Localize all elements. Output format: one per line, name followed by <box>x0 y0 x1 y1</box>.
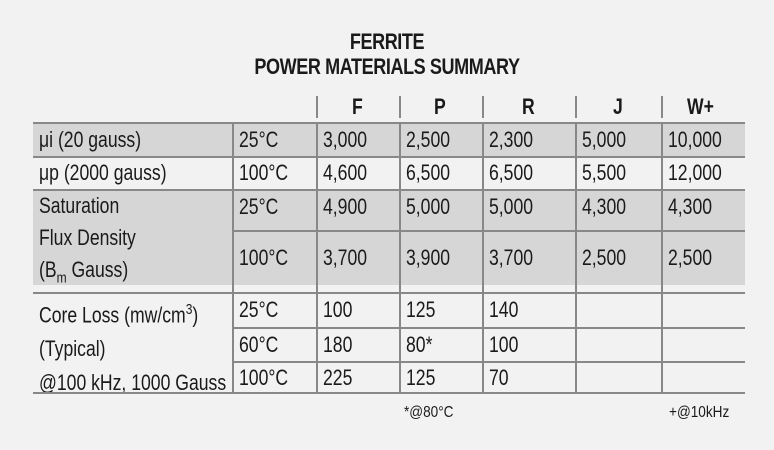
row-sat-r1-temp: 25°C <box>239 193 279 219</box>
header-tick <box>316 96 318 118</box>
grid-v <box>399 123 401 393</box>
row-loss-r1-r: 140 <box>489 296 519 322</box>
grid-h <box>33 392 745 394</box>
grid-h <box>33 122 745 124</box>
grid-v <box>575 123 577 393</box>
footnote-w: +@10kHz <box>669 404 730 421</box>
col-header-w: W+ <box>686 93 714 119</box>
row-loss-r1-p: 125 <box>406 296 436 322</box>
row-loss-r2-temp: 60°C <box>239 331 279 357</box>
title-line-1: FERRITE <box>349 29 425 54</box>
col-header-j: J <box>612 93 623 119</box>
header-tick <box>575 96 577 118</box>
footnote-p: *@80°C <box>404 404 454 421</box>
row-up-label: μp (2000 gauss) <box>39 160 167 186</box>
grid-h <box>233 327 745 329</box>
row-sat-r1-f: 4,900 <box>323 193 368 219</box>
row-ui-w: 10,000 <box>668 126 722 152</box>
row-sat-r2-j: 2,500 <box>582 245 627 271</box>
grid-h <box>233 361 745 363</box>
grid-h <box>233 230 745 232</box>
col-header-r: R <box>521 93 535 119</box>
grid-h <box>33 292 745 294</box>
row-ui-j: 5,000 <box>582 126 627 152</box>
grid-v <box>661 123 663 393</box>
row-up-p: 6,500 <box>406 160 451 186</box>
grid-v <box>482 123 484 393</box>
row-sat-r2-f: 3,700 <box>323 245 368 271</box>
row-ui-label: μi (20 gauss) <box>39 126 142 152</box>
row-sat-shade <box>33 190 745 285</box>
row-sat-r1-p: 5,000 <box>406 193 451 219</box>
row-sat-r2-r: 3,700 <box>489 245 534 271</box>
row-up-f: 4,600 <box>323 160 368 186</box>
row-up-temp: 100°C <box>239 160 289 186</box>
row-loss-r3-f: 225 <box>323 364 353 390</box>
header-tick <box>399 96 401 118</box>
row-loss-r2-p: 80* <box>406 331 433 357</box>
row-ui-r: 2,300 <box>489 126 534 152</box>
row-loss-r3-temp: 100°C <box>239 364 289 390</box>
row-up-r: 6,500 <box>489 160 534 186</box>
grid-h <box>33 189 745 191</box>
row-sat-r2-temp: 100°C <box>239 245 289 271</box>
row-loss-r1-f: 100 <box>323 296 353 322</box>
row-loss-r2-r: 100 <box>489 331 519 357</box>
row-ui-p: 2,500 <box>406 126 451 152</box>
row-sat-r1-w: 4,300 <box>668 193 713 219</box>
header-tick <box>482 96 484 118</box>
grid-h <box>33 156 745 158</box>
row-ui-temp: 25°C <box>239 126 279 152</box>
grid-v <box>232 123 234 393</box>
row-up-w: 12,000 <box>668 160 722 186</box>
col-header-f: F <box>351 93 363 119</box>
row-ui-f: 3,000 <box>323 126 368 152</box>
row-loss-r3-r: 70 <box>489 364 509 390</box>
row-ui-shade <box>33 123 745 156</box>
col-header-p: P <box>434 93 446 119</box>
row-loss-label: Core Loss (mw/cm3) (Typical) @100 kHz, 1… <box>39 301 227 396</box>
header-tick <box>661 96 663 118</box>
materials-table: F P R J W+ μi (20 gauss) 25°C 3,000 2,50… <box>33 90 745 395</box>
row-loss-r1-temp: 25°C <box>239 296 279 322</box>
row-up-j: 5,500 <box>582 160 627 186</box>
row-loss-r2-f: 180 <box>323 331 353 357</box>
row-loss-r3-p: 125 <box>406 364 436 390</box>
row-sat-r1-r: 5,000 <box>489 193 534 219</box>
row-sat-r2-p: 3,900 <box>406 245 451 271</box>
row-sat-r1-j: 4,300 <box>582 193 627 219</box>
row-sat-label: Saturation Flux Density (Bm Gauss) <box>39 193 136 287</box>
grid-v <box>316 123 318 393</box>
title-line-2: POWER MATERIALS SUMMARY <box>254 54 520 79</box>
row-sat-r2-w: 2,500 <box>668 245 713 271</box>
